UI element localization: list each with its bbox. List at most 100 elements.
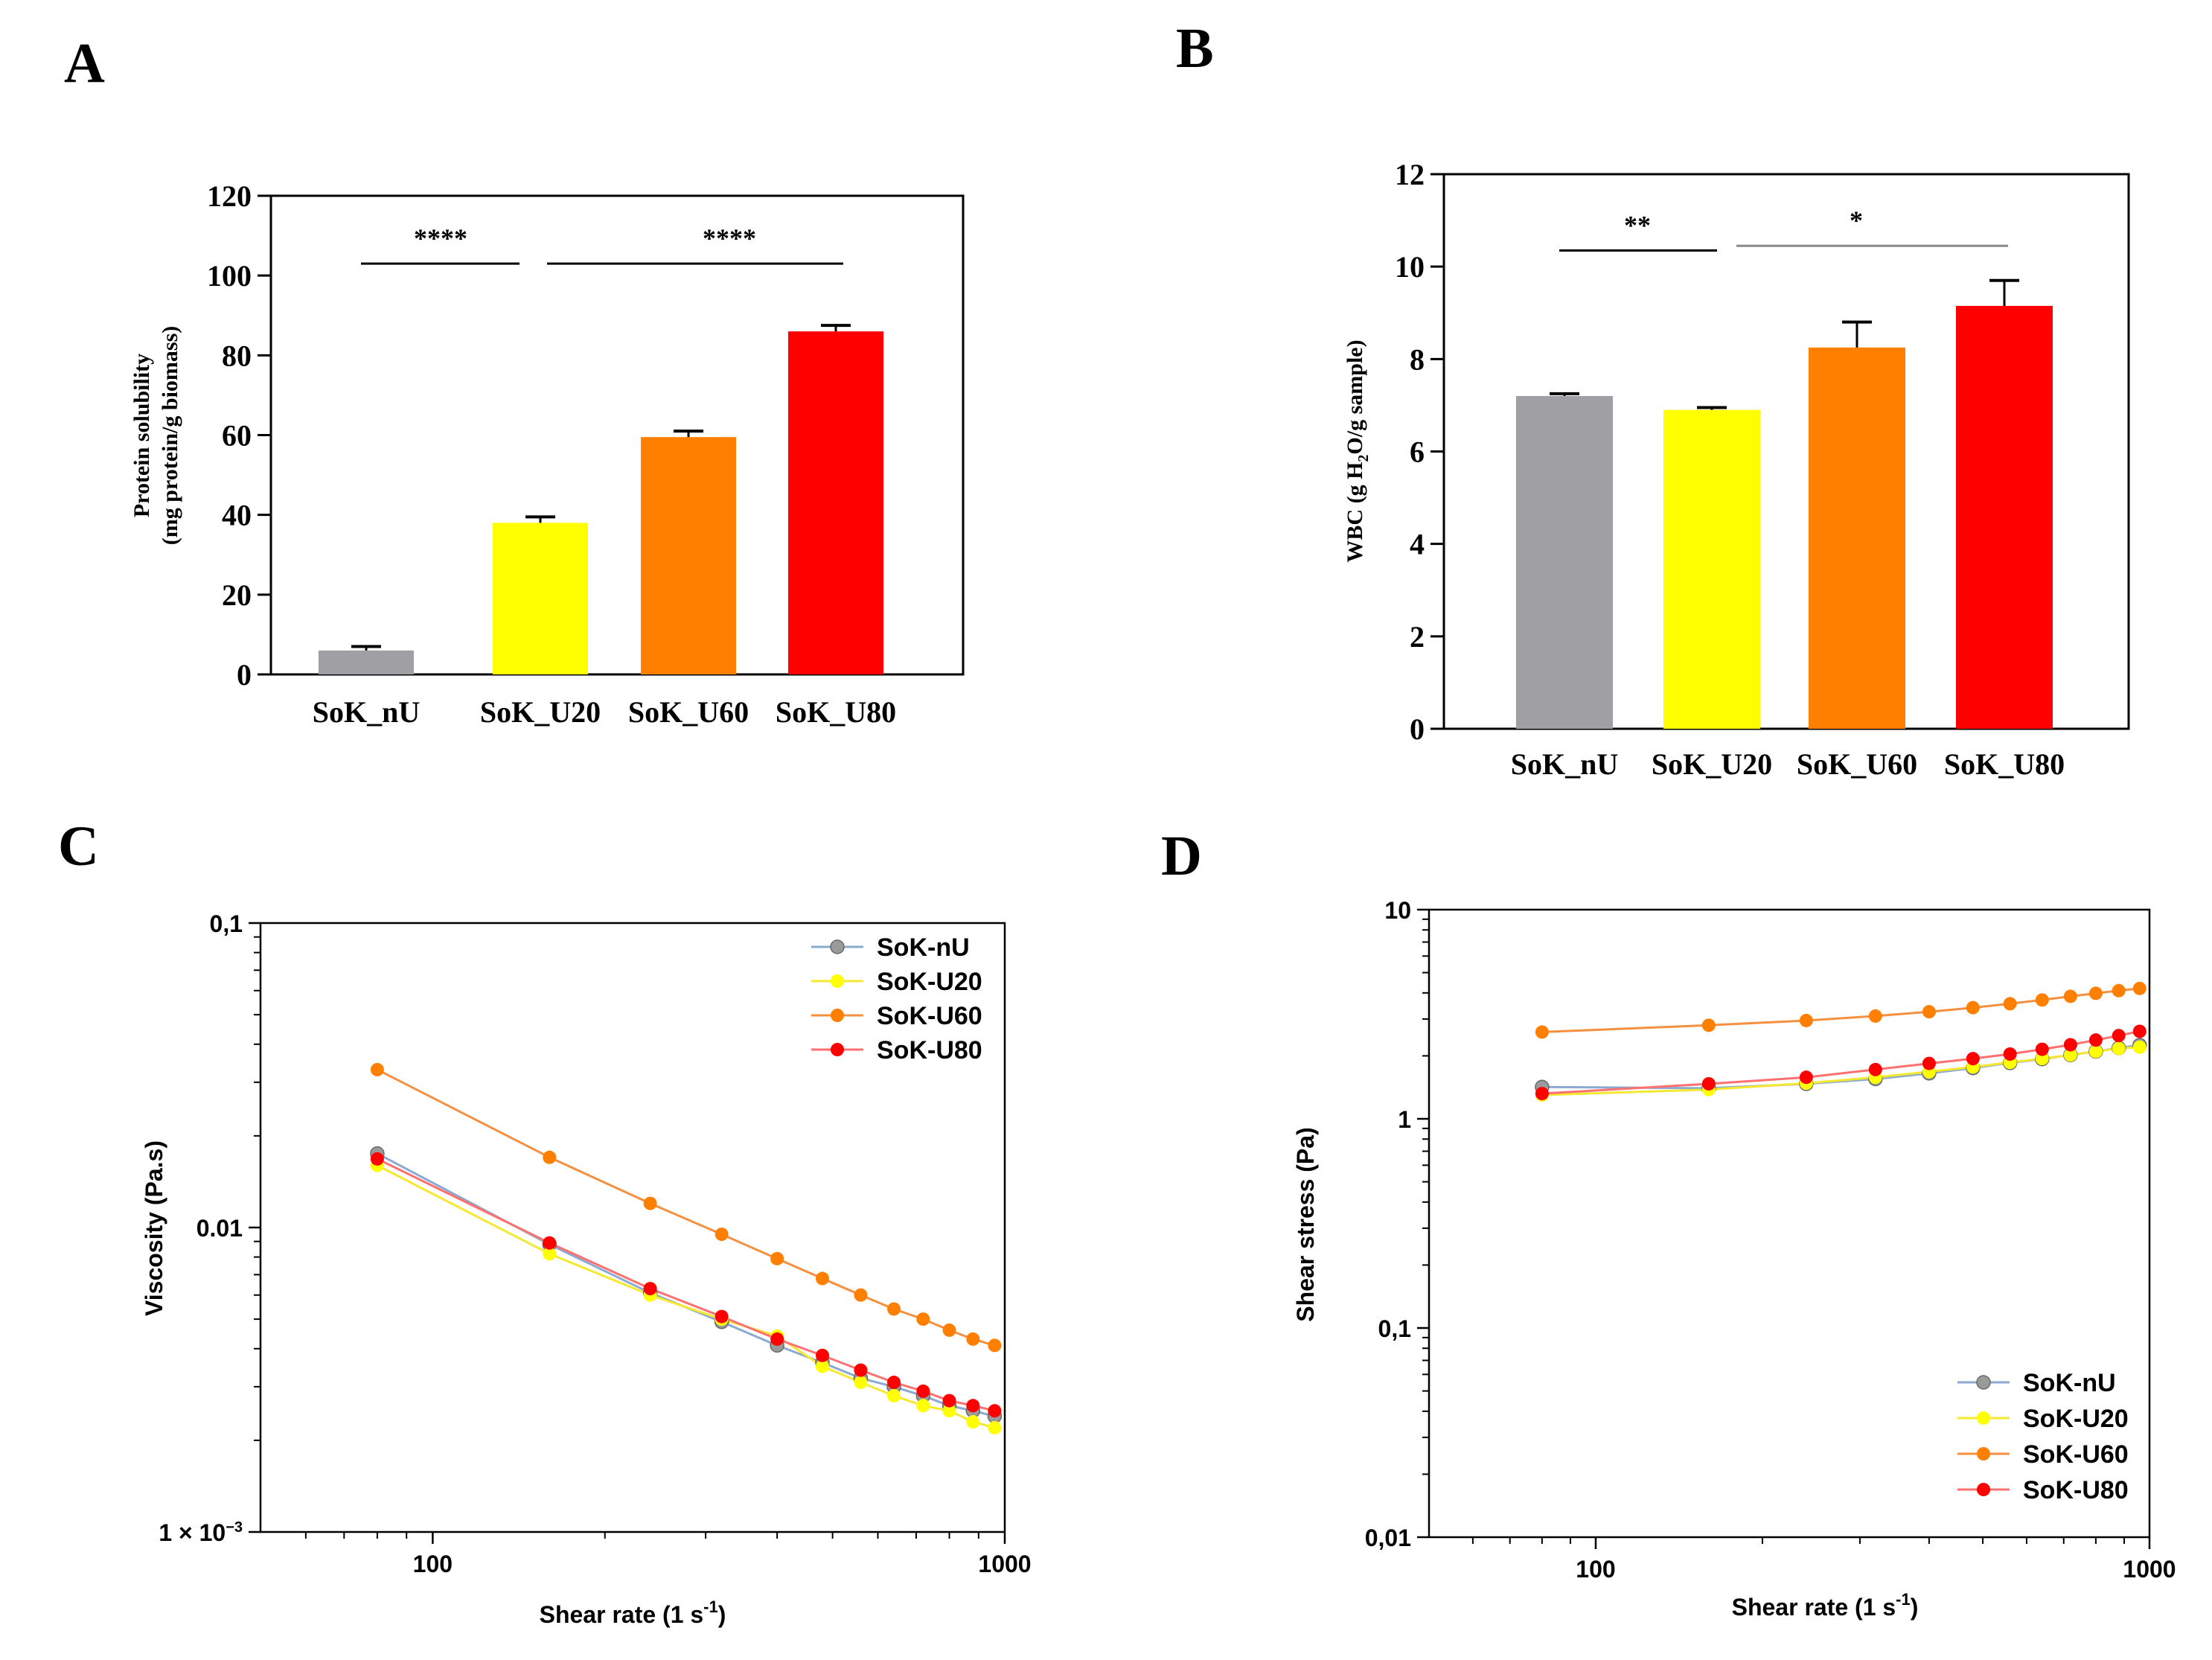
legend-marker [830,939,845,954]
data-point-sok-u80 [2035,1042,2049,1056]
data-point-sok-u20 [815,1359,829,1373]
data-point-sok-u60 [815,1271,829,1286]
legend-label: SoK-nU [2023,1369,2116,1397]
data-point-sok-u60 [1922,1005,1936,1019]
category-label: SoK_U80 [1944,747,2065,781]
y-tick-label: 8 [1410,342,1425,376]
chart-d-ylabel: Shear stress (Pa) [1292,1127,1319,1321]
bar [319,650,414,674]
data-point-sok-u60 [854,1288,868,1302]
data-point-sok-u80 [916,1384,930,1398]
bar [1663,409,1760,729]
legend-marker [831,1043,844,1056]
data-point-sok-u80 [2112,1029,2126,1043]
y-tick-label: 0 [237,658,252,692]
legend-label: SoK-U80 [877,1036,982,1064]
category-label: SoK_U80 [776,695,896,729]
y-tick-label: 6 [1410,435,1425,469]
category-label: SoK_U60 [1797,747,1917,781]
y-tick-label: 10 [1384,897,1411,924]
data-point-sok-u80 [854,1363,868,1377]
data-point-sok-u80 [543,1236,557,1250]
category-label: SoK_U20 [1652,747,1772,781]
data-point-sok-u20 [2112,1041,2126,1056]
data-point-sok-u20 [887,1389,901,1403]
x-tick-label: 1000 [978,1551,1031,1577]
data-point-sok-u60 [1701,1018,1716,1032]
y-tick-label: 0,01 [1365,1525,1411,1551]
data-point-sok-u80 [1868,1062,1882,1076]
data-point-sok-u80 [1701,1076,1716,1091]
data-point-sok-u60 [543,1150,557,1164]
data-point-sok-u60 [2132,981,2147,995]
series-line-sok-u80 [377,1158,995,1412]
data-point-sok-u60 [1966,1000,1980,1015]
data-point-sok-u80 [988,1404,1002,1418]
bar [788,331,883,674]
legend-marker [831,974,844,988]
data-point-sok-u80 [815,1348,829,1362]
data-point-sok-u80 [770,1332,784,1346]
data-point-sok-u60 [2035,993,2049,1007]
data-point-sok-u60 [942,1323,956,1337]
data-point-sok-u80 [2063,1038,2077,1052]
legend-marker [1977,1447,1990,1461]
panel-letter-c: C [58,815,99,878]
legend-label: SoK-U60 [2023,1440,2129,1469]
y-tick-label: 4 [1410,528,1425,561]
series-line-sok-nu [1541,1044,2141,1090]
chart-d-frame [1428,908,2151,1539]
data-point-sok-u20 [988,1420,1002,1434]
x-tick-label: 1000 [2123,1556,2176,1583]
data-point-sok-u80 [2088,1033,2103,1047]
data-point-sok-u20 [2088,1044,2103,1059]
chart-a-ylabel-line1: Protein solubility [130,354,154,517]
y-tick-label: 80 [222,339,252,372]
data-point-sok-u60 [2063,989,2077,1003]
y-tick-label: 0.01 [196,1215,243,1242]
legend-marker [831,1009,844,1022]
data-point-sok-u60 [770,1251,784,1265]
y-tick-label: 0,1 [1378,1315,1411,1342]
category-label: SoK_nU [313,695,421,729]
data-point-sok-u80 [966,1399,980,1413]
x-tick-label: 100 [413,1551,453,1577]
legend-label: SoK-U80 [2023,1476,2129,1504]
data-point-sok-u80 [1535,1087,1549,1101]
data-point-sok-u80 [1966,1052,1980,1066]
data-point-sok-u20 [916,1399,930,1413]
data-point-sok-u60 [2088,986,2103,1000]
data-point-sok-u60 [370,1062,384,1076]
data-point-sok-u80 [2132,1024,2147,1038]
data-point-sok-u60 [988,1338,1002,1353]
legend-label: SoK-U20 [2023,1405,2129,1433]
y-tick-label: 1 [1398,1106,1411,1133]
data-point-sok-u20 [942,1404,956,1418]
legend-marker [1976,1375,1991,1390]
series-line-sok-u80 [1541,1030,2141,1095]
chart-c: 100 1000 0,1 0.01 1 × 10−3 SoK-nU SoK-U20 SoK-… [141,910,1032,1628]
chart-b-ylabel: WBC (g H2O/g sample) [1343,339,1372,562]
legend-label: SoK-nU [877,933,970,962]
legend-marker [1977,1411,1990,1425]
bar [1956,305,2053,729]
y-tick-label: 0 [1410,712,1425,746]
significance-label: ** [1624,210,1651,240]
series-line-sok-nu [377,1152,995,1417]
chart-a-ylabel-line2: (mg protein/g biomass) [158,326,182,545]
data-point-sok-u60 [1799,1013,1813,1027]
data-point-sok-u20 [966,1415,980,1429]
panel-letter-d: D [1161,825,1202,887]
data-point-sok-u60 [1535,1025,1549,1039]
series-line-sok-u60 [1541,987,2140,1033]
series-line-sok-u60 [377,1068,995,1347]
data-point-sok-u60 [715,1228,729,1242]
legend-label: SoK-U20 [877,968,982,996]
data-point-sok-u60 [887,1302,901,1316]
data-point-sok-u80 [370,1152,384,1166]
data-point-sok-u20 [854,1376,868,1390]
data-point-sok-u80 [715,1309,729,1324]
y-tick-label: 60 [222,419,252,453]
data-point-sok-u80 [2003,1047,2017,1061]
